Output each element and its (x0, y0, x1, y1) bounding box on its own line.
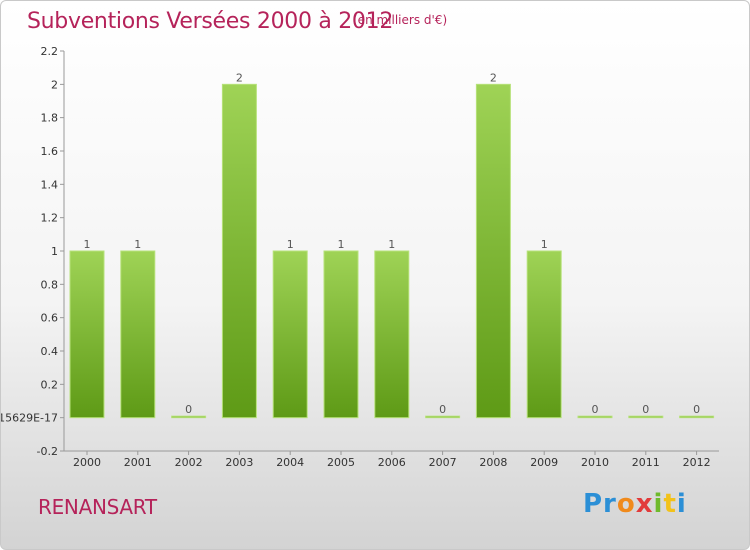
bar-value-label: 2 (490, 71, 497, 84)
y-tick-label: 0.8 (41, 278, 59, 291)
bar-value-label: 0 (693, 403, 700, 416)
logo-part: t (663, 489, 677, 519)
y-tick-label: 2.2 (41, 45, 59, 58)
y-tick-label: 1.4 (41, 178, 59, 191)
bar-value-label: 1 (134, 238, 141, 251)
y-tick-label: -0.2 (37, 445, 58, 458)
x-tick-label: 2005 (327, 456, 355, 469)
x-tick-label: 2011 (632, 456, 660, 469)
y-tick-label: 1.2 (41, 212, 59, 225)
x-tick-label: 2012 (683, 456, 711, 469)
bar (171, 415, 207, 419)
x-tick-label: 2001 (124, 456, 152, 469)
y-tick-label: 0.4 (41, 345, 59, 358)
x-tick-label: 2007 (429, 456, 457, 469)
bar-value-label: 0 (439, 403, 446, 416)
x-tick-label: 2006 (378, 456, 406, 469)
bar (679, 415, 715, 419)
bar-value-label: 1 (541, 238, 548, 251)
bar-value-label: 1 (84, 238, 91, 251)
logo-part: x (635, 489, 654, 519)
bar (69, 250, 105, 419)
bar-value-label: 0 (592, 403, 599, 416)
bar-value-label: 1 (338, 238, 345, 251)
y-tick-label: 0.6 (41, 312, 59, 325)
y-tick-label: 2 (51, 78, 58, 91)
logo-part: i (676, 489, 687, 519)
bar-value-label: 1 (388, 238, 395, 251)
chart-title: Subventions Versées 2000 à 2012 (27, 9, 394, 34)
logo-part: Pr (583, 489, 617, 519)
x-tick-label: 2002 (175, 456, 203, 469)
logo-part: o (616, 489, 636, 519)
bar (120, 250, 156, 419)
y-tick-label: 1 (51, 245, 58, 258)
bar (221, 83, 257, 419)
y-tick-label: 0.2 (41, 378, 59, 391)
x-tick-label: 2010 (581, 456, 609, 469)
y-tick-label: 1.8 (41, 112, 59, 125)
logo-part: i (653, 489, 664, 519)
bar-value-label: 0 (185, 403, 192, 416)
x-tick-label: 2003 (225, 456, 253, 469)
bar (374, 250, 410, 419)
chart-unit: (en milliers d'€) (353, 13, 448, 27)
x-tick-label: 2004 (276, 456, 304, 469)
y-tick-label: 1.6 (41, 145, 59, 158)
bar-value-label: 2 (236, 71, 243, 84)
commune-name: RENANSART (38, 495, 157, 519)
bar (323, 250, 359, 419)
x-tick-label: 2000 (73, 456, 101, 469)
bar (577, 415, 613, 419)
x-tick-label: 2008 (479, 456, 507, 469)
bar (475, 83, 511, 419)
bar-value-label: 0 (642, 403, 649, 416)
x-tick-label: 2009 (530, 456, 558, 469)
bar (628, 415, 664, 419)
y-tick-label: -1.15629E-17 (1, 412, 58, 425)
bar (272, 250, 308, 419)
bar-value-label: 1 (287, 238, 294, 251)
proxiti-logo: Proxiti (583, 489, 687, 519)
bar (425, 415, 461, 419)
bar (526, 250, 562, 419)
